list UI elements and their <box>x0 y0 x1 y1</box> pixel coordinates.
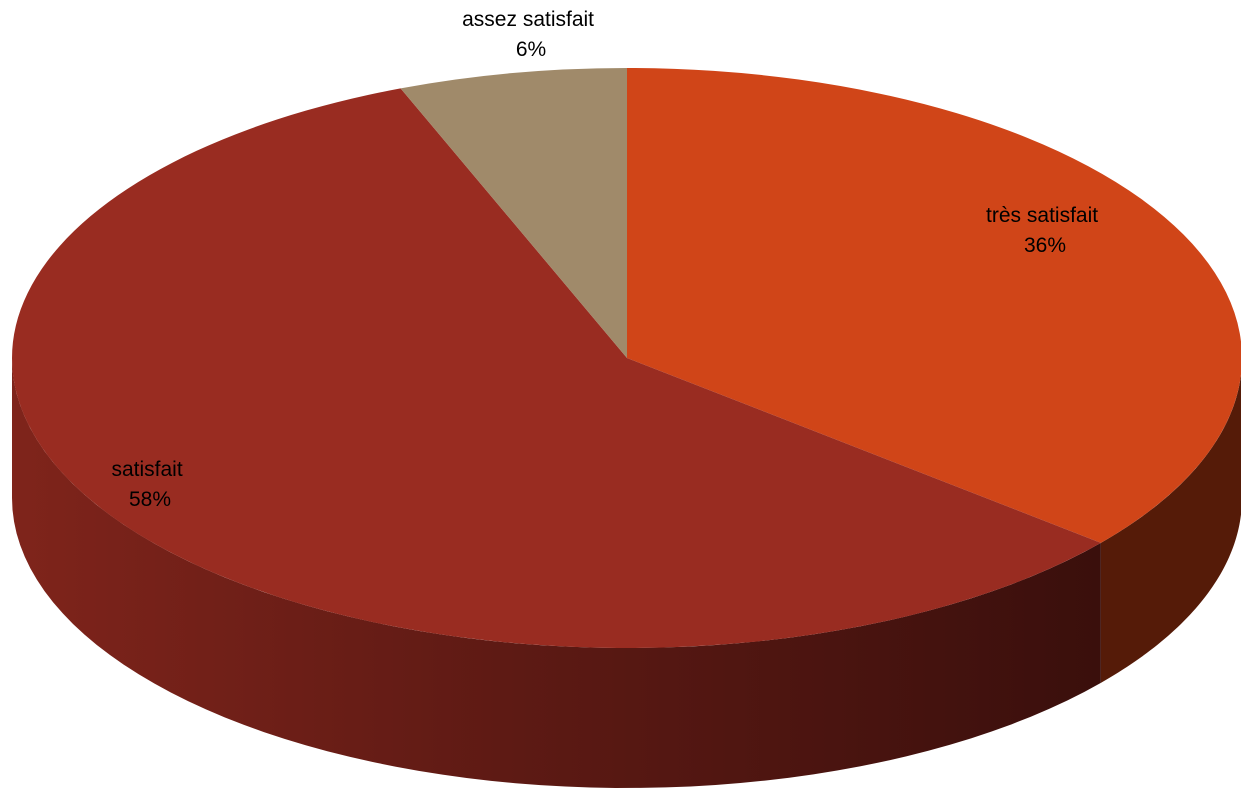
slice-assez-satisfait <box>400 68 627 358</box>
slice-label-assez-satisfait: assez satisfait 6% <box>462 8 600 61</box>
pie-side-walls <box>12 358 1241 788</box>
pie-top-faces <box>12 68 1241 648</box>
slice-tres-satisfait <box>627 68 1241 543</box>
slice-side-satisfait <box>12 358 1101 788</box>
pie-data-labels: très satisfait 36% satisfait 58% assez s… <box>111 8 1104 511</box>
slice-satisfait <box>12 88 1101 648</box>
slice-side-tres-satisfait <box>1100 374 1241 683</box>
slice-label-satisfait: satisfait 58% <box>111 458 188 511</box>
slice-label-tres-satisfait: très satisfait 36% <box>986 204 1104 257</box>
